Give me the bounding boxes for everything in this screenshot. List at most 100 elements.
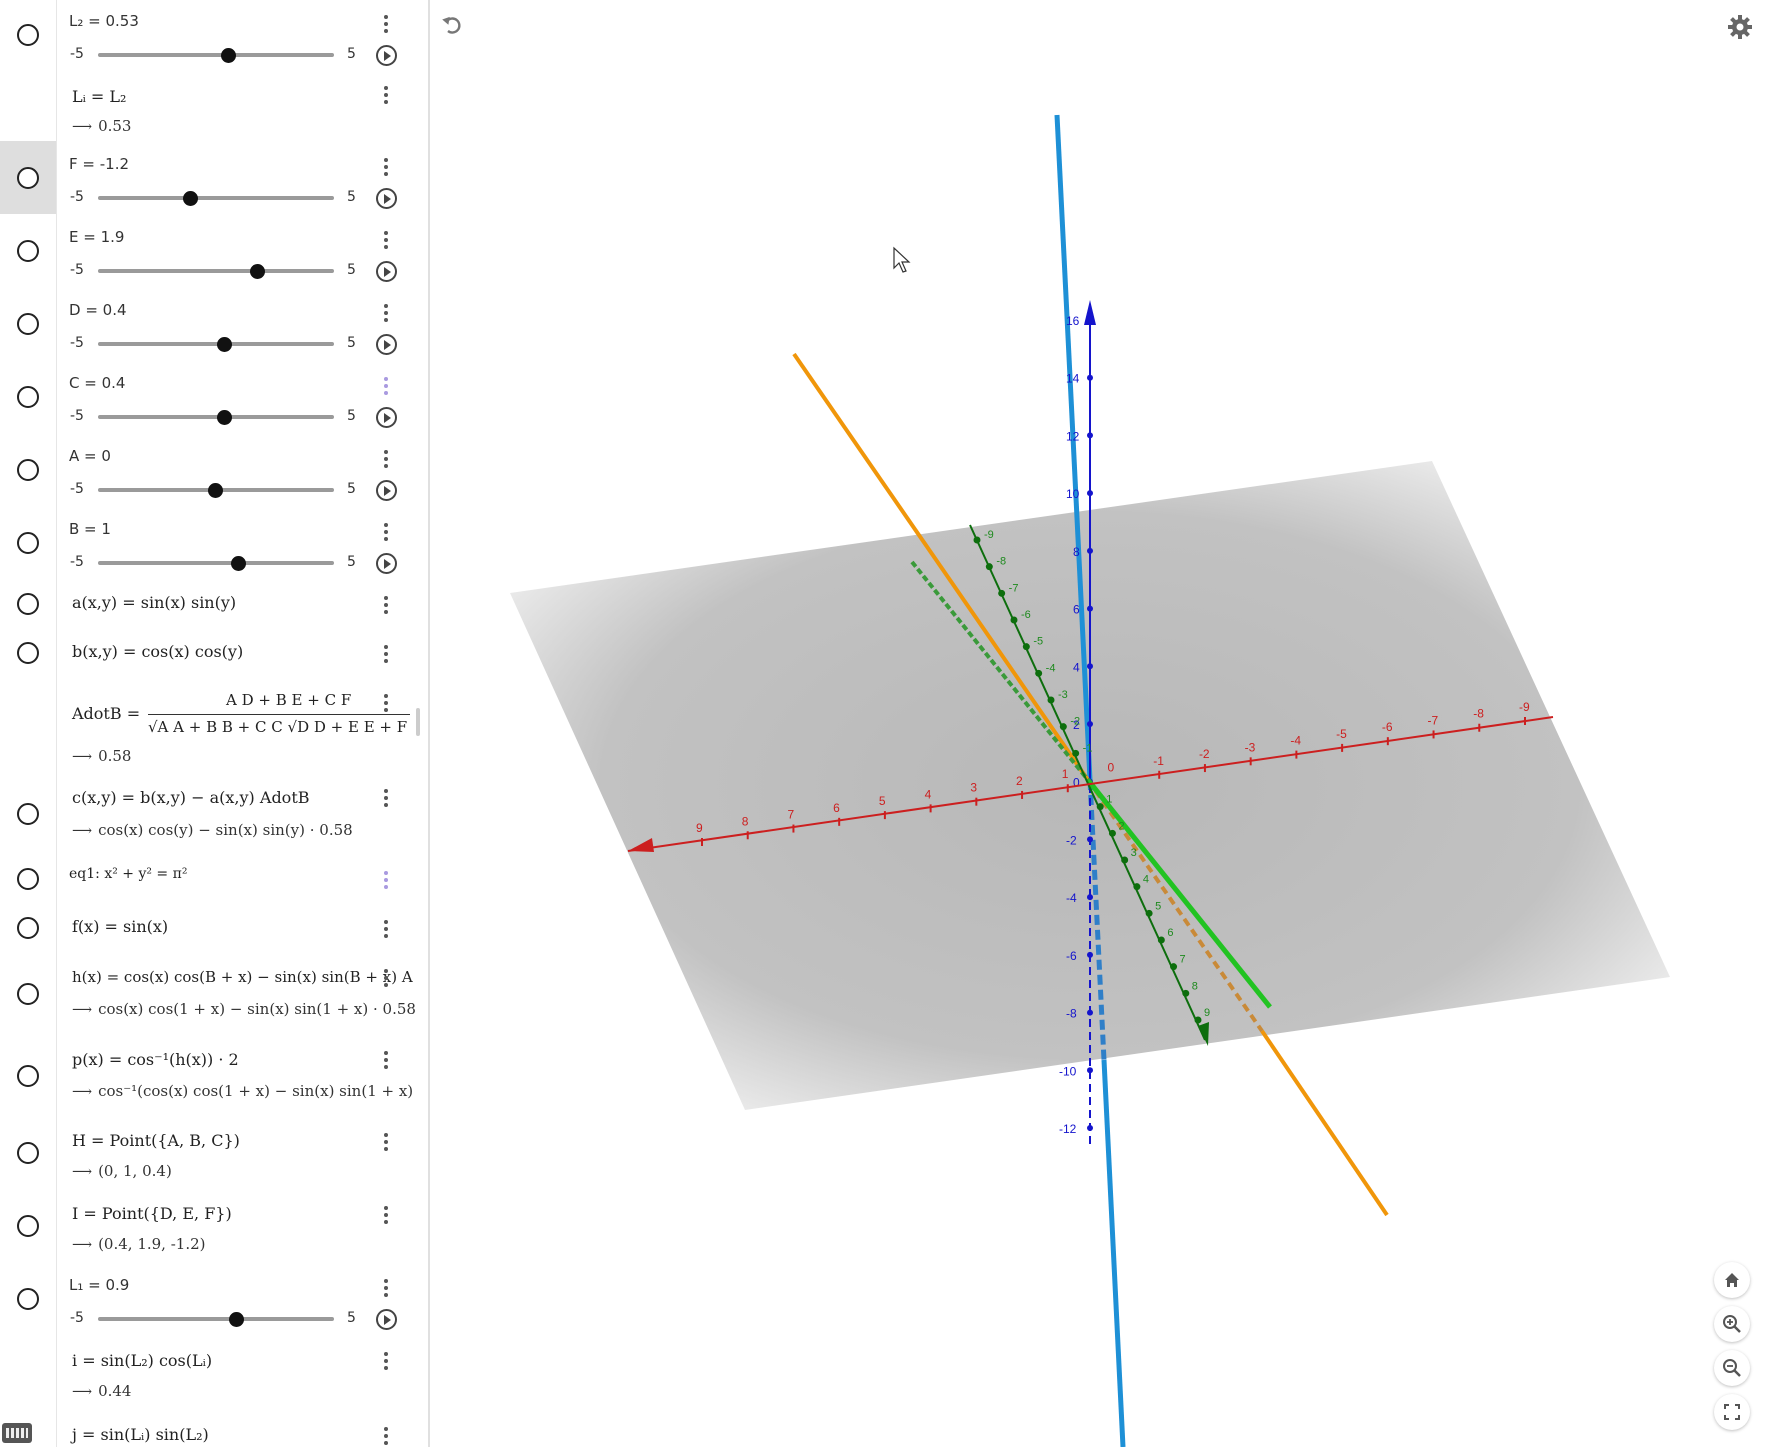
more-menu-icon[interactable] (384, 1206, 390, 1227)
zoom-in-icon[interactable] (1714, 1306, 1750, 1342)
visibility-toggle[interactable] (0, 1034, 57, 1116)
green-line[interactable] (1086, 778, 1272, 1009)
more-menu-icon[interactable] (384, 1427, 390, 1447)
visibility-toggle[interactable] (0, 0, 57, 71)
more-menu-icon[interactable] (384, 86, 390, 107)
expression-text[interactable]: a(x,y) = sin(x) sin(y) (72, 593, 237, 612)
more-menu-icon[interactable] (384, 969, 390, 990)
visibility-toggle[interactable] (0, 287, 57, 360)
more-menu-icon[interactable] (384, 450, 390, 471)
blue-line-lower[interactable] (1101, 1059, 1126, 1447)
slider-track[interactable] (98, 342, 334, 346)
expression-text[interactable]: I = Point({D, E, F}) (72, 1204, 232, 1223)
more-menu-icon[interactable] (384, 789, 390, 810)
blue-line-hidden[interactable] (1087, 779, 1107, 1061)
more-menu-icon[interactable] (384, 304, 390, 325)
expression-text[interactable]: j = sin(Lᵢ) sin(L₂) (72, 1425, 209, 1444)
slider-knob[interactable] (183, 191, 198, 206)
more-menu-icon[interactable] (384, 1133, 390, 1154)
expression-row-adotb: AdotB = A D + B E + C F √A A + B B + C C… (0, 677, 410, 773)
more-menu-icon[interactable] (384, 377, 390, 398)
visibility-toggle[interactable] (0, 433, 57, 506)
visibility-toggle[interactable] (0, 360, 57, 433)
visibility-toggle[interactable] (0, 214, 57, 287)
zoom-out-icon[interactable] (1714, 1350, 1750, 1386)
slider-track[interactable] (98, 1317, 334, 1321)
fullscreen-icon[interactable] (1714, 1394, 1750, 1430)
green-line-hidden[interactable] (910, 560, 1090, 782)
play-icon[interactable] (376, 188, 397, 209)
play-icon[interactable] (376, 45, 397, 66)
slider-knob[interactable] (221, 48, 236, 63)
more-menu-icon[interactable] (384, 15, 390, 36)
slider-track[interactable] (98, 415, 334, 419)
play-icon[interactable] (376, 334, 397, 355)
orange-line-upper[interactable] (792, 352, 1090, 782)
slider-knob[interactable] (250, 264, 265, 279)
undo-icon[interactable] (440, 12, 466, 38)
expression-text[interactable]: p(x) = cos⁻¹(h(x)) · 2 (72, 1050, 239, 1069)
slider-track[interactable] (98, 561, 334, 565)
slider-knob[interactable] (231, 556, 246, 571)
more-menu-icon[interactable] (384, 523, 390, 544)
visibility-toggle[interactable] (0, 854, 57, 903)
more-menu-icon[interactable] (384, 1352, 390, 1373)
slider-knob[interactable] (208, 483, 223, 498)
visibility-toggle[interactable] (0, 1116, 57, 1189)
play-icon[interactable] (376, 553, 397, 574)
play-icon[interactable] (376, 407, 397, 428)
expression-text[interactable]: h(x) = cos(x) cos(B + x) − sin(x) sin(B … (72, 968, 413, 986)
orange-line-lower[interactable] (1260, 1029, 1389, 1217)
scrollbar[interactable] (416, 708, 420, 736)
y-tick-mark (1194, 1016, 1202, 1024)
slider-track[interactable] (98, 53, 334, 57)
more-menu-icon[interactable] (384, 871, 390, 892)
slider-min: -5 (70, 554, 84, 570)
expression-text[interactable]: b(x,y) = cos(x) cos(y) (72, 642, 244, 661)
more-menu-icon[interactable] (384, 694, 390, 715)
expression-text[interactable]: H = Point({A, B, C}) (72, 1131, 240, 1150)
expression-text[interactable]: Lᵢ = L₂ (72, 87, 127, 106)
slider-track[interactable] (98, 269, 334, 273)
slider-track[interactable] (98, 196, 334, 200)
slider-knob[interactable] (217, 337, 232, 352)
visibility-toggle[interactable] (0, 579, 57, 628)
orange-line-hidden[interactable] (1086, 778, 1264, 1033)
settings-icon[interactable] (1727, 14, 1753, 40)
blue-line-upper[interactable] (1054, 114, 1093, 781)
y-axis[interactable] (969, 524, 1206, 1041)
visibility-toggle[interactable] (0, 506, 57, 579)
play-icon[interactable] (376, 1309, 397, 1330)
more-menu-icon[interactable] (384, 596, 390, 617)
slider-knob[interactable] (217, 410, 232, 425)
y-tick-mark (1145, 909, 1153, 917)
expression-text[interactable]: c(x,y) = b(x,y) − a(x,y) AdotB (72, 788, 310, 807)
more-menu-icon[interactable] (384, 645, 390, 666)
play-icon[interactable] (376, 480, 397, 501)
home-icon[interactable] (1714, 1262, 1750, 1298)
more-menu-icon[interactable] (384, 1279, 390, 1300)
expression-text[interactable]: i = sin(L₂) cos(Lᵢ) (72, 1351, 213, 1370)
graphics-3d-view[interactable]: 16 14 12 10 8 6 4 2 0 -2 -4 -6 -8 -10 -12 -9 -8 -7 -6 -5 -4… (430, 0, 1767, 1447)
expression-text[interactable]: f(x) = sin(x) (72, 917, 169, 936)
visibility-toggle[interactable] (0, 628, 57, 677)
visibility-toggle[interactable] (0, 141, 57, 214)
visibility-toggle[interactable] (0, 1262, 57, 1335)
more-menu-icon[interactable] (384, 920, 390, 941)
visibility-toggle[interactable] (0, 952, 57, 1034)
more-menu-icon[interactable] (384, 158, 390, 179)
keyboard-icon[interactable] (2, 1423, 32, 1443)
visibility-toggle[interactable] (0, 1189, 57, 1262)
y-tick-label: 5 (1155, 900, 1161, 912)
visibility-toggle[interactable] (0, 903, 57, 952)
visibility-toggle[interactable] (0, 772, 57, 854)
more-menu-icon[interactable] (384, 231, 390, 252)
expression-text[interactable]: eq1: x² + y² = π² (69, 866, 188, 882)
expression-text[interactable]: AdotB = (72, 704, 141, 723)
more-menu-icon[interactable] (384, 1051, 390, 1072)
x-axis[interactable] (627, 716, 1554, 852)
arrow-icon: ⟶ (72, 1002, 93, 1018)
play-icon[interactable] (376, 261, 397, 282)
slider-knob[interactable] (229, 1312, 244, 1327)
